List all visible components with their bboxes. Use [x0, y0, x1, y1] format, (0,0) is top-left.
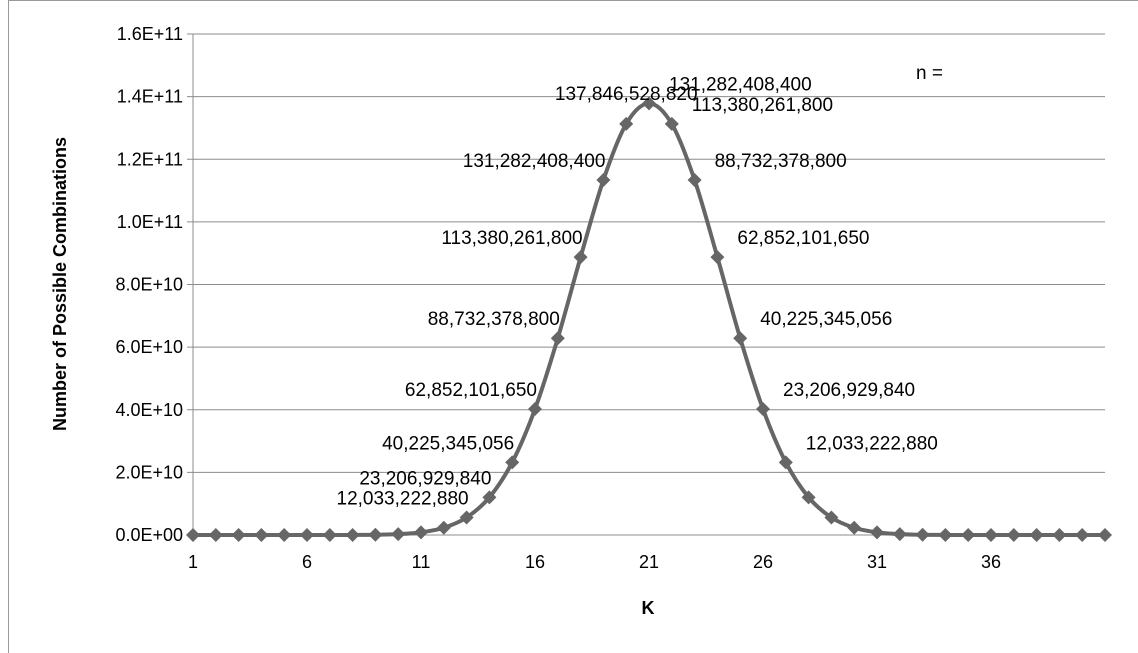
- gridlines: [187, 33, 1105, 536]
- data-label: 88,732,378,800: [715, 151, 847, 172]
- data-label: 12,033,222,880: [337, 489, 469, 510]
- x-axis-title: K: [642, 598, 655, 618]
- x-axis-ticks: 1 6 11 16 21 26 31 36: [188, 552, 1001, 572]
- data-point-marker: [915, 527, 930, 542]
- x-tick-label: 31: [867, 552, 887, 572]
- x-tick-label: 11: [412, 552, 431, 572]
- y-tick-label: 6.0E+10: [115, 337, 183, 357]
- data-point-marker: [892, 527, 907, 542]
- y-tick-label: 1.4E+11: [117, 87, 183, 107]
- data-point-marker: [186, 528, 200, 542]
- data-point-marker: [277, 527, 292, 542]
- data-point-marker: [368, 527, 383, 542]
- data-point-marker: [847, 520, 862, 535]
- data-label: 23,206,929,840: [783, 380, 915, 401]
- y-axis-ticks: 0.0E+00 2.0E+10 4.0E+10 6.0E+10 8.0E+10 1.0E+…: [115, 24, 183, 545]
- data-point-marker: [801, 490, 816, 505]
- data-label: 131,282,408,400: [669, 74, 812, 95]
- data-point-marker: [824, 510, 839, 525]
- y-axis-title: Number of Possible Combinations: [50, 137, 70, 431]
- data-point-marker: [619, 116, 634, 131]
- data-point-marker: [550, 331, 565, 346]
- data-label: 23,206,929,840: [359, 468, 491, 489]
- data-point-marker: [870, 525, 884, 540]
- data-point-marker: [459, 510, 474, 525]
- data-point-marker: [664, 116, 679, 131]
- data-label: 137,846,528,820: [555, 84, 698, 105]
- data-label: 40,225,345,056: [382, 433, 514, 454]
- data-markers: [186, 96, 1112, 542]
- data-point-marker: [687, 172, 702, 187]
- data-point-marker: [345, 527, 360, 542]
- data-point-marker: [482, 490, 497, 505]
- y-tick-label: 1.0E+11: [117, 212, 183, 232]
- data-point-marker: [208, 528, 223, 542]
- y-tick-label: 1.2E+11: [117, 149, 183, 169]
- data-point-marker: [391, 527, 406, 542]
- data-point-marker: [414, 525, 428, 540]
- x-tick-label: 36: [981, 552, 1001, 572]
- data-point-marker: [984, 527, 998, 542]
- data-point-marker: [254, 527, 269, 542]
- data-point-marker: [938, 527, 953, 542]
- data-point-marker: [1098, 528, 1112, 542]
- data-point-marker: [1006, 527, 1021, 542]
- data-label: 113,380,261,800: [441, 228, 582, 249]
- data-label: 40,225,345,056: [760, 309, 892, 330]
- y-tick-label: 8.0E+10: [115, 275, 183, 295]
- data-point-marker: [596, 172, 611, 187]
- data-point-marker: [961, 527, 976, 542]
- data-point-marker: [528, 402, 542, 417]
- y-tick-label: 2.0E+10: [115, 462, 183, 482]
- data-point-marker: [756, 402, 770, 417]
- data-point-marker: [778, 455, 793, 470]
- data-point-marker: [733, 331, 748, 346]
- data-label: 62,852,101,650: [737, 228, 869, 249]
- x-tick-label: 16: [525, 552, 545, 572]
- data-point-marker: [710, 250, 725, 265]
- data-point-marker: [436, 520, 451, 535]
- data-label: 12,033,222,880: [806, 433, 938, 454]
- data-label: 131,282,408,400: [463, 151, 606, 172]
- y-tick-label: 0.0E+00: [115, 525, 183, 545]
- data-labels: 137,846,528,820131,282,408,400131,282,40…: [337, 74, 938, 509]
- chart-frame: [8, 0, 1138, 653]
- y-tick-label: 4.0E+10: [115, 400, 183, 420]
- data-point-marker: [300, 527, 314, 542]
- data-point-marker: [322, 527, 337, 542]
- n-equals-annotation: n =: [916, 63, 943, 84]
- data-label: 113,380,261,800: [692, 95, 833, 116]
- data-point-marker: [1052, 528, 1067, 542]
- data-point-marker: [1075, 528, 1090, 542]
- data-point-marker: [1029, 527, 1044, 542]
- data-point-marker: [573, 250, 588, 265]
- x-tick-label: 6: [302, 552, 312, 572]
- x-tick-label: 26: [753, 552, 773, 572]
- x-tick-label: 21: [639, 552, 659, 572]
- data-point-marker: [505, 455, 520, 470]
- data-point-marker: [231, 528, 246, 542]
- data-point-marker: [642, 96, 656, 111]
- data-label: 88,732,378,800: [428, 309, 560, 330]
- x-tick-label: 1: [188, 552, 198, 572]
- series-line: [193, 101, 1105, 537]
- y-tick-label: 1.6E+11: [117, 24, 183, 44]
- data-label: 62,852,101,650: [405, 380, 537, 401]
